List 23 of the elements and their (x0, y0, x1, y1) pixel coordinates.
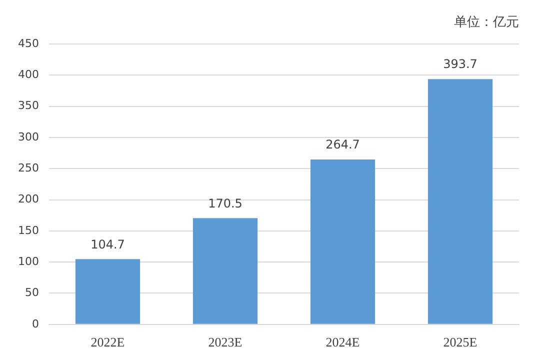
y-tick-label: 400 (18, 68, 39, 82)
bar (428, 79, 493, 324)
y-tick-label: 50 (24, 286, 39, 300)
x-tick-label: 2024E (326, 334, 360, 350)
bar (310, 159, 376, 324)
y-tick-label: 100 (18, 254, 39, 268)
y-tick-label: 200 (18, 192, 39, 206)
bar (192, 218, 258, 324)
x-tick-label: 2022E (90, 334, 125, 350)
y-tick-label: 250 (18, 161, 39, 174)
text: 单位：亿元 (454, 14, 519, 30)
y-tick-label: 450 (18, 36, 39, 50)
data-label: 104.7 (90, 237, 125, 252)
data-label: 170.5 (208, 196, 242, 210)
y-tick-label: 350 (18, 99, 39, 112)
bar (75, 259, 140, 324)
y-tick-label: 150 (18, 224, 39, 237)
x-tick-label: 2023E (208, 334, 242, 350)
x-tick-label: 2025E (443, 334, 478, 350)
y-tick-label: 0 (32, 317, 39, 330)
data-label: 393.7 (443, 57, 478, 72)
y-tick-label: 300 (18, 130, 39, 144)
data-label: 264.7 (326, 138, 360, 152)
